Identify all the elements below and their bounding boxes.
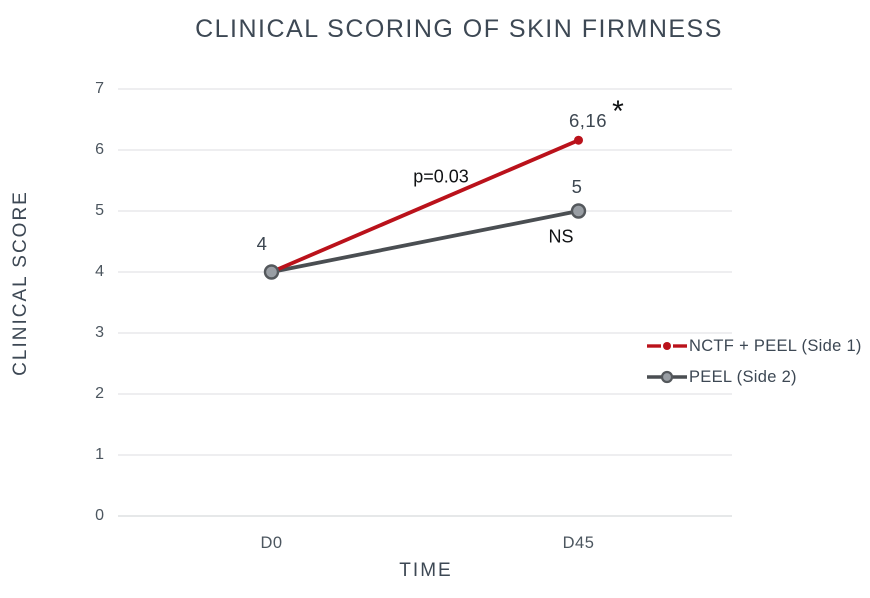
annotation-4: 4 — [256, 233, 268, 254]
red-line-marker-icon — [647, 342, 687, 350]
gray-line-marker-icon — [647, 370, 687, 384]
annotation-star: * — [612, 95, 624, 128]
series-line-nctf-peel — [269, 138, 581, 274]
chart-title: CLINICAL SCORING OF SKIN FIRMNESS — [195, 15, 723, 43]
legend-item-peel: PEEL (Side 2) — [646, 367, 862, 387]
y-tick-label: 1 — [95, 446, 104, 463]
annotation-616: 6,16 — [568, 110, 608, 131]
annotation-p003: p=0.03 — [413, 166, 469, 187]
data-point-peel-d45 — [570, 203, 587, 219]
x-tick-label: D45 — [562, 534, 595, 552]
y-tick-label: 3 — [95, 324, 104, 341]
y-tick-label: 6 — [95, 141, 104, 158]
x-axis-title: TIME — [399, 560, 453, 581]
annotation-ns: NS — [548, 226, 574, 247]
y-tick-label: 7 — [95, 80, 104, 97]
x-tick-label: D0 — [260, 534, 283, 552]
series-line-peel — [269, 209, 581, 274]
y-tick-label: 0 — [95, 507, 104, 524]
y-tick-label: 2 — [95, 385, 104, 402]
legend-item-nctf-peel: NCTF + PEEL (Side 1) — [646, 336, 862, 356]
y-tick-label: 4 — [95, 263, 104, 280]
data-point-peel-d0 — [263, 264, 280, 280]
legend: NCTF + PEEL (Side 1) PEEL (Side 2) — [646, 336, 862, 387]
annotation-5: 5 — [571, 176, 583, 197]
data-point-nctf-d45 — [574, 135, 583, 145]
legend-label: NCTF + PEEL (Side 1) — [689, 336, 862, 355]
y-tick-label: 5 — [95, 202, 104, 219]
legend-label: PEEL (Side 2) — [689, 367, 797, 386]
